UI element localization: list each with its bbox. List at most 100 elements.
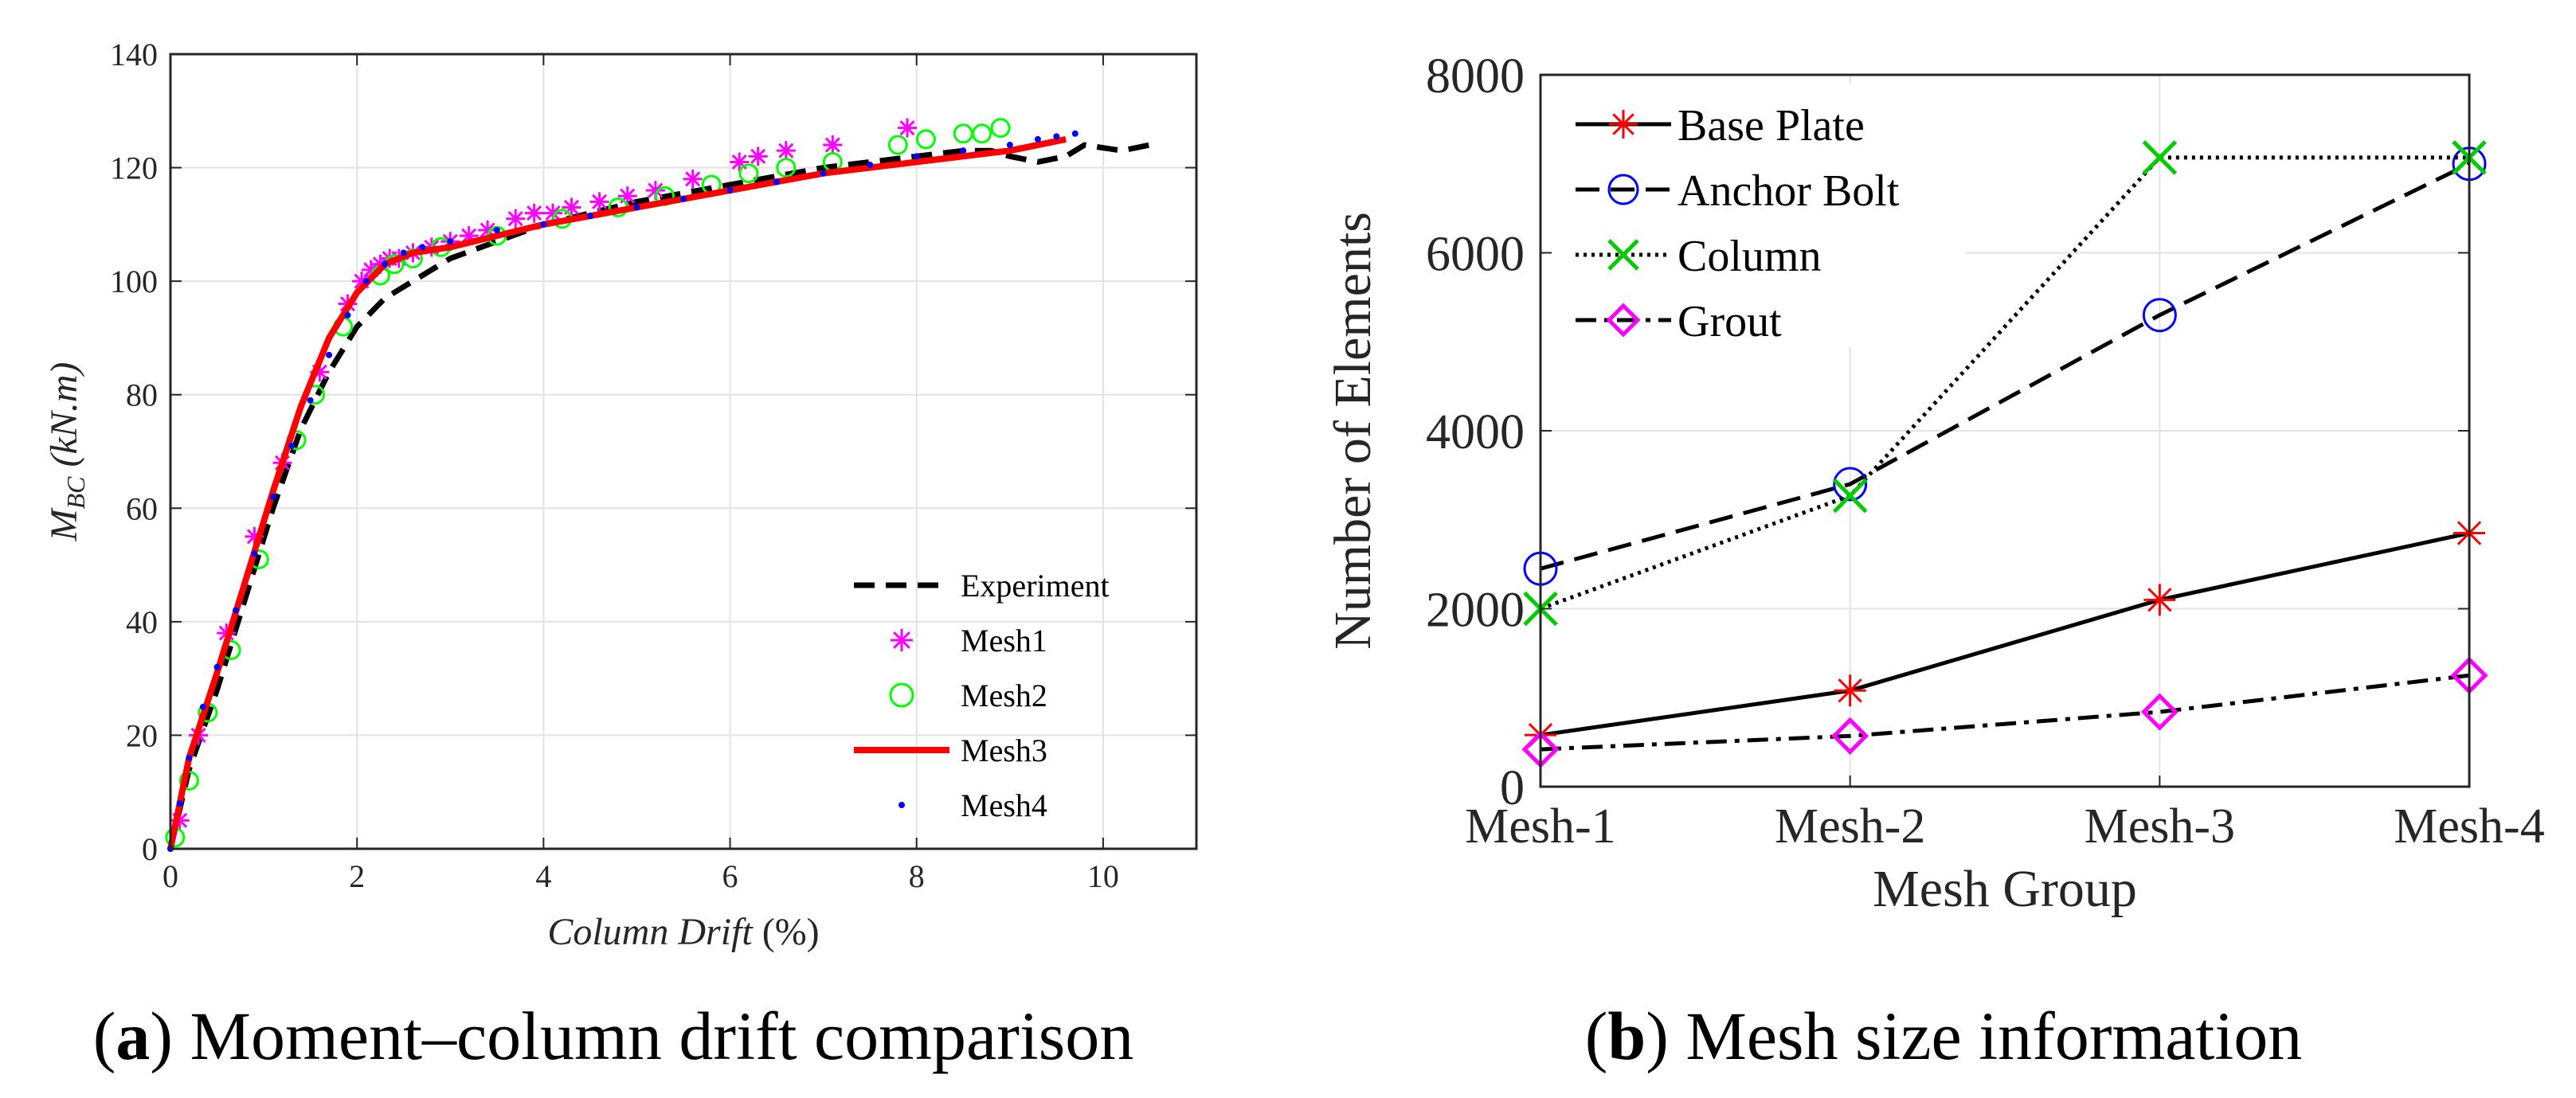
data-point-mesh1-21	[589, 192, 609, 212]
data-point-mesh1-28	[823, 135, 843, 155]
series-line-grout	[1540, 673, 2470, 752]
x-axis-label-text-a: Column Drift	[547, 911, 754, 953]
data-point-grout-2	[2140, 693, 2179, 731]
data-point-mesh4-19	[586, 213, 593, 220]
data-point-mesh4-4	[213, 663, 221, 670]
data-point-mesh4-11	[344, 311, 351, 318]
legend-label-mesh2: Mesh2	[961, 678, 1047, 713]
data-point-mesh4-15	[419, 244, 426, 251]
y-tick-label-a-7: 140	[110, 37, 158, 72]
y-axis-label-a: MBC (kN.m)	[43, 362, 90, 542]
data-point-mesh4-18	[540, 221, 547, 228]
data-point-mesh1-7	[352, 272, 372, 291]
legend-label-anchor-bolt: Anchor Bolt	[1678, 166, 1900, 216]
data-point-mesh2-18	[776, 158, 797, 178]
y-tick-label-a-0: 0	[142, 831, 158, 867]
data-point-mesh4-3	[199, 703, 206, 710]
caption-a-text: Moment–column drift comparison	[190, 998, 1134, 1074]
data-point-base-plate-2	[2143, 584, 2176, 616]
legend-label-mesh1: Mesh1	[961, 623, 1047, 658]
data-point-mesh1-8	[361, 260, 381, 279]
data-point-mesh4-24	[820, 170, 827, 177]
y-axis-label-unit-a: (kN.m)	[43, 362, 85, 477]
data-point-mesh4-9	[307, 397, 314, 404]
x-axis-label-a: Column Drift (%)	[547, 911, 819, 953]
axes-frame-a	[169, 53, 1198, 850]
data-point-grout-1	[1831, 717, 1869, 755]
data-point-mesh4-20	[633, 204, 640, 211]
caption-b-letter: b	[1607, 998, 1646, 1074]
data-point-mesh4-8	[288, 442, 296, 449]
data-point-mesh1-22	[617, 186, 637, 206]
data-point-mesh1-25	[730, 152, 750, 172]
x-tick-label-b-1: Mesh-2	[1775, 799, 1925, 854]
y-tick-label-b-4: 8000	[1426, 49, 1525, 104]
x-tick-label-a-1: 2	[349, 858, 365, 894]
caption-a: (a) Moment–column drift comparison	[93, 998, 1133, 1074]
x-tick-label-b-0: Mesh-1	[1465, 799, 1615, 854]
data-point-mesh4-2	[186, 754, 193, 761]
legend-b: Base Plate Anchor Bolt Column Grout	[1552, 84, 1966, 347]
data-point-mesh1-18	[524, 203, 544, 223]
data-point-mesh1-16	[478, 220, 498, 240]
data-point-column-2	[2142, 140, 2178, 175]
data-point-mesh1-0	[170, 811, 190, 830]
x-tick-label-a-0: 0	[162, 858, 178, 894]
legend-marker-base-plate	[1609, 110, 1638, 139]
data-point-mesh4-21	[680, 195, 687, 202]
data-point-mesh1-9	[370, 254, 390, 274]
data-point-mesh4-22	[726, 187, 734, 194]
data-point-anchor-bolt-1	[1833, 467, 1868, 502]
x-tick-label-b-3: Mesh-4	[2394, 799, 2544, 854]
data-point-mesh4-6	[251, 550, 258, 557]
y-axis-label-b: Number of Elements	[1324, 212, 1382, 650]
data-point-mesh1-15	[459, 226, 479, 246]
series-b-column	[1523, 140, 2487, 627]
data-point-mesh1-19	[543, 203, 563, 223]
data-point-mesh2-23	[972, 123, 992, 144]
data-point-mesh1-5	[310, 362, 330, 382]
y-axis-label-sub-a: BC	[61, 476, 90, 510]
series-line-anchor-bolt	[1540, 162, 2471, 571]
legend-marker-anchor-bolt	[1607, 174, 1639, 205]
legend-label-base-plate: Base Plate	[1678, 101, 1865, 150]
data-point-mesh4-27	[960, 147, 967, 154]
legend-marker-grout	[1606, 303, 1641, 338]
data-point-mesh1-26	[748, 147, 768, 166]
x-tick-label-a-2: 4	[535, 858, 551, 894]
y-tick-label-b-3: 6000	[1426, 228, 1525, 282]
y-tick-label-a-6: 120	[110, 150, 158, 186]
legend-label-column: Column	[1678, 232, 1821, 281]
x-axis-unit-a: (%)	[753, 911, 820, 953]
y-tick-label-a-4: 80	[126, 377, 158, 413]
y-tick-label-b-0: 0	[1500, 761, 1525, 815]
y-axis-label-main-a: M	[43, 506, 85, 541]
y-tick-label-b-1: 2000	[1426, 584, 1525, 638]
legend-label-grout: Grout	[1678, 297, 1782, 346]
data-point-mesh4-12	[362, 278, 370, 285]
data-point-mesh4-29	[1034, 135, 1041, 143]
data-point-mesh1-24	[683, 169, 703, 189]
plot-area-a	[170, 54, 1196, 849]
series-line-base-plate	[1540, 531, 2470, 737]
series-line-column	[1540, 155, 2469, 611]
legend-a: Experiment Mesh1 Mesh2 Mesh3 Mesh4	[854, 568, 1110, 823]
legend-marker-mesh2	[889, 682, 914, 708]
data-point-mesh4-31	[1071, 130, 1079, 137]
data-point-mesh1-29	[898, 118, 918, 138]
x-axis-label-b: Mesh Group	[1873, 860, 2137, 918]
data-point-mesh4-28	[1006, 142, 1013, 149]
chart-b-mesh-size: Mesh-1 Mesh-2 Mesh-3 Mesh-4 0 2000 4000 6000 800…	[1324, 49, 2545, 918]
data-point-mesh4-23	[773, 178, 781, 186]
data-point-mesh1-20	[562, 197, 581, 217]
data-point-mesh4-16	[447, 238, 454, 245]
data-point-mesh4-26	[913, 153, 920, 160]
caption-b-text: Mesh size information	[1685, 998, 2302, 1074]
data-point-mesh2-17	[738, 163, 759, 184]
data-point-mesh4-7	[269, 494, 276, 501]
y-tick-label-a-3: 60	[126, 490, 158, 526]
legend-label-mesh3: Mesh3	[961, 733, 1047, 768]
data-point-mesh2-21	[915, 129, 936, 150]
